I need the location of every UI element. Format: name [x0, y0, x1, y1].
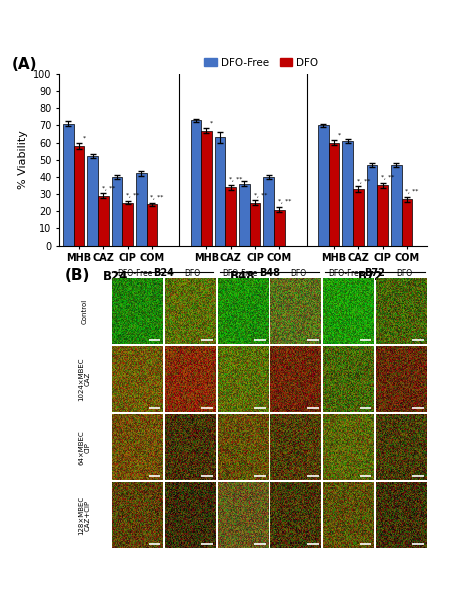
Bar: [318, 126, 328, 246]
Bar: [63, 124, 73, 246]
Bar: [111, 177, 122, 246]
Bar: [391, 165, 401, 246]
Bar: [136, 174, 146, 246]
Text: (A): (A): [11, 57, 37, 71]
Text: DFO: DFO: [290, 269, 306, 278]
Text: *, **: *, **: [278, 200, 292, 205]
Text: Control: Control: [82, 299, 88, 324]
Bar: [367, 165, 377, 246]
Bar: [191, 120, 201, 246]
Text: B72: B72: [365, 268, 385, 278]
Bar: [122, 203, 133, 246]
Legend: DFO-Free, DFO: DFO-Free, DFO: [200, 54, 322, 71]
Text: B48: B48: [230, 270, 255, 283]
Text: *, **: *, **: [381, 176, 394, 180]
Bar: [401, 199, 412, 246]
Bar: [377, 185, 388, 246]
Text: *, **: *, **: [254, 193, 267, 198]
Text: 128×MBEC
CAZ+CIP: 128×MBEC CAZ+CIP: [78, 496, 91, 535]
Bar: [328, 142, 339, 246]
Text: *, **: *, **: [102, 185, 115, 190]
Bar: [353, 189, 364, 246]
Bar: [342, 141, 353, 246]
Text: *, **: *, **: [357, 179, 370, 184]
Text: DFO-Free: DFO-Free: [328, 269, 364, 278]
Bar: [239, 184, 250, 246]
Text: DFO: DFO: [185, 269, 201, 278]
Text: 64×MBEC
CIP: 64×MBEC CIP: [78, 430, 91, 464]
Text: *: *: [83, 136, 86, 141]
Text: *, **: *, **: [126, 193, 139, 198]
Text: *: *: [338, 132, 341, 137]
Bar: [274, 209, 285, 246]
Bar: [201, 131, 212, 246]
Bar: [146, 205, 157, 246]
Bar: [250, 203, 260, 246]
Text: B24: B24: [153, 268, 174, 278]
Bar: [73, 146, 84, 246]
Bar: [215, 137, 226, 246]
Text: B72: B72: [358, 270, 383, 283]
Text: DFO-Free: DFO-Free: [223, 269, 258, 278]
Text: *, **: *, **: [405, 189, 419, 194]
Text: DFO-Free: DFO-Free: [117, 269, 153, 278]
Text: 1024×MBEC
CAZ: 1024×MBEC CAZ: [78, 357, 91, 401]
Text: B24: B24: [103, 270, 128, 283]
Text: *, **: *, **: [229, 177, 243, 182]
Text: (B): (B): [64, 268, 90, 283]
Text: B48: B48: [259, 268, 280, 278]
Y-axis label: % Viability: % Viability: [18, 131, 27, 189]
Bar: [226, 187, 236, 246]
Bar: [98, 196, 109, 246]
Text: DFO: DFO: [396, 269, 412, 278]
Text: *: *: [210, 120, 213, 126]
Text: *, **: *, **: [150, 195, 164, 200]
Bar: [87, 156, 98, 246]
Bar: [264, 177, 274, 246]
